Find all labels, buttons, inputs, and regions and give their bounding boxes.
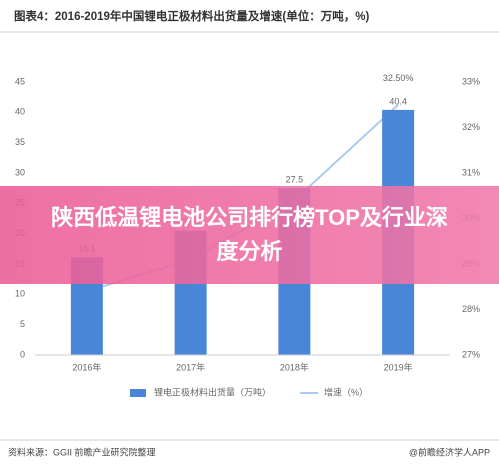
- y2-tick-label: 31%: [462, 167, 480, 177]
- bar-label: 27.5: [286, 175, 304, 185]
- y-tick-label: 30: [15, 167, 25, 177]
- y-tick-label: 35: [15, 137, 25, 147]
- x-tick-label: 2016年: [72, 361, 101, 372]
- y2-tick-label: 32%: [462, 122, 480, 132]
- banner: 陕西低温锂电池公司排行榜TOP及行业深度分析: [0, 186, 499, 284]
- x-tick-label: 2019年: [384, 361, 413, 372]
- y-tick-label: 10: [15, 289, 25, 299]
- legend-swatch: [130, 389, 146, 397]
- credit: @前瞻经济学人APP: [409, 446, 490, 457]
- legend-label: 锂电正极材料出货量（万吨）: [154, 386, 271, 397]
- x-tick-label: 2018年: [280, 361, 309, 372]
- banner-text: 陕西低温锂电池公司排行榜TOP及行业深度分析: [51, 205, 448, 264]
- y2-tick-label: 33%: [462, 76, 480, 86]
- y2-tick-label: 28%: [462, 304, 480, 314]
- y-tick-label: 45: [15, 76, 25, 86]
- y-tick-label: 40: [15, 107, 25, 117]
- bar-label: 40.4: [389, 96, 407, 106]
- x-tick-label: 2017年: [176, 361, 205, 372]
- y-tick-label: 0: [20, 349, 25, 359]
- y2-tick-label: 27%: [462, 349, 480, 359]
- legend-label: 增速（%）: [324, 386, 368, 397]
- source: 资料来源：GGII 前瞻产业研究院整理: [8, 446, 156, 457]
- line-label: 32.50%: [383, 73, 414, 83]
- y-tick-label: 5: [20, 319, 25, 329]
- chart-title: 图表4：2016-2019年中国锂电正极材料出货量及增速(单位：万吨，%): [14, 9, 369, 23]
